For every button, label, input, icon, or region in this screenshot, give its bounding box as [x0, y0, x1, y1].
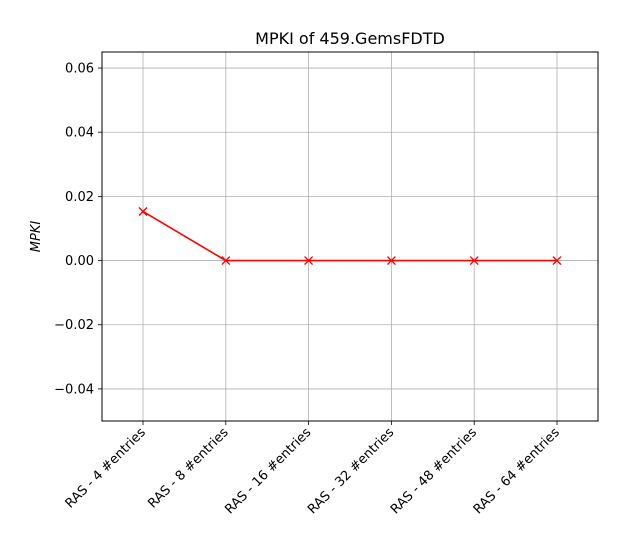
y-tick-label: 0.02: [65, 190, 94, 205]
y-axis-label: MPKI: [29, 221, 44, 253]
y-axis-ticks: −0.04 −0.02 0.00 0.02 0.04 0.06: [54, 62, 102, 397]
data-point-marker: [386, 256, 396, 266]
chart-title: MPKI of 459.GemsFDTD: [255, 29, 445, 48]
data-point-marker: [138, 206, 148, 216]
y-tick-label: −0.02: [54, 318, 94, 333]
data-point-marker: [552, 256, 562, 266]
y-tick-label: 0.00: [65, 254, 94, 269]
series-line: [142, 210, 557, 262]
data-point-marker: [221, 256, 231, 266]
y-tick-label: −0.04: [54, 382, 94, 397]
y-tick-label: 0.04: [65, 126, 94, 141]
series-layer: [138, 206, 562, 266]
plot-frame: [101, 51, 599, 422]
data-point-marker: [304, 256, 314, 266]
y-tick-label: 0.06: [65, 62, 94, 77]
data-point-marker: [469, 256, 479, 266]
